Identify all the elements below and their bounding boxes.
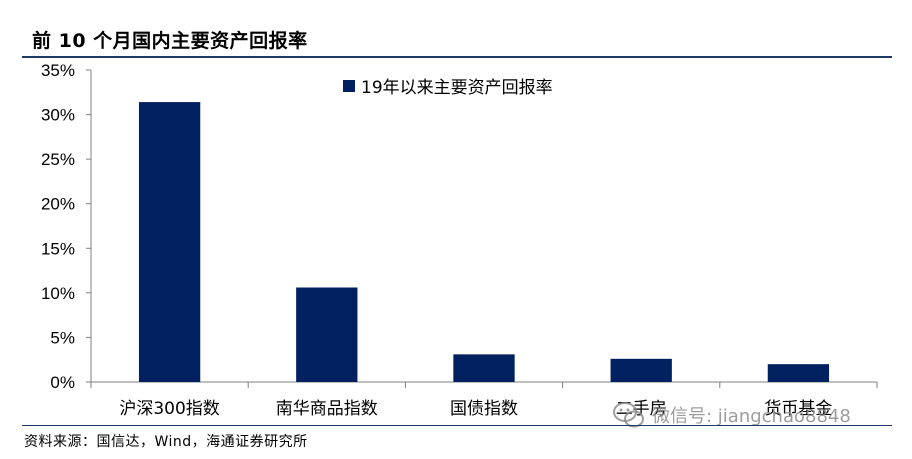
y-tick-label: 20%	[41, 195, 75, 214]
bar-2	[453, 354, 515, 382]
y-tick-label: 35%	[41, 61, 75, 80]
category-label: 国债指数	[450, 399, 518, 419]
y-tick-label: 10%	[41, 284, 75, 303]
y-tick-label: 0%	[50, 373, 75, 392]
bar-1	[296, 287, 358, 382]
y-tick-label: 5%	[50, 328, 75, 347]
y-tick-label: 25%	[41, 150, 75, 169]
bar-3	[610, 358, 672, 382]
y-tick-label: 30%	[41, 106, 75, 125]
category-label: 货币基金	[764, 399, 832, 419]
legend: 19年以来主要资产回报率	[343, 78, 553, 98]
x-category-labels: 沪深300指数 南华商品指数 国债指数 二手房 货币基金	[119, 399, 832, 419]
legend-label: 19年以来主要资产回报率	[361, 78, 553, 98]
source-note: 资料来源：国信达，Wind，海通证券研究所	[24, 434, 308, 450]
category-label: 南华商品指数	[276, 399, 378, 419]
watermark: 微信号: jiangchao8848	[612, 398, 851, 432]
footer-rule	[22, 425, 892, 426]
y-tick-labels: 0% 5% 10% 15% 20% 25% 30% 35%	[41, 61, 75, 392]
bar-4	[767, 364, 830, 382]
title-rule	[22, 56, 892, 58]
legend-swatch	[343, 80, 355, 92]
category-label: 沪深300指数	[119, 399, 219, 419]
wechat-icon	[613, 402, 644, 428]
chart-title: 前 10 个月国内主要资产回报率	[32, 30, 308, 52]
axes	[86, 69, 878, 388]
watermark-text: 微信号: jiangchao8848	[652, 406, 851, 427]
y-tick-label: 15%	[41, 239, 75, 258]
bar-0	[138, 102, 201, 382]
bars	[138, 102, 830, 382]
